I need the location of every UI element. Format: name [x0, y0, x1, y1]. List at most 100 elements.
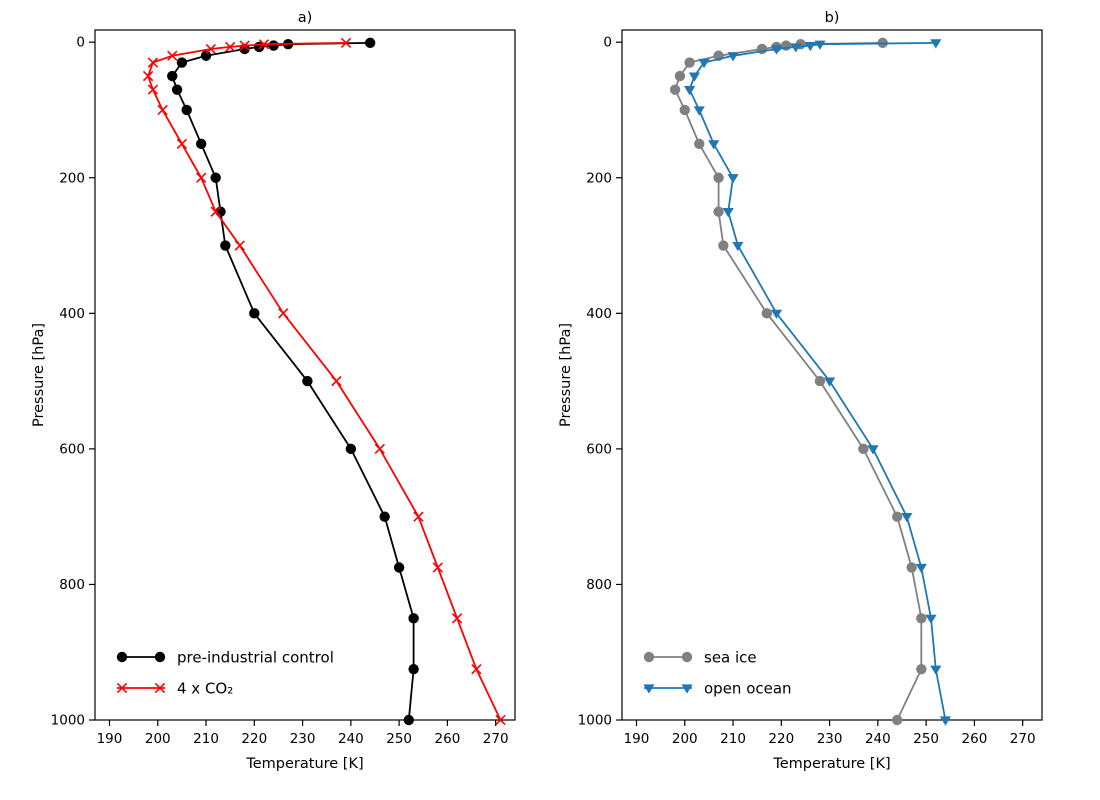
marker-sea-ice	[906, 562, 917, 573]
x-tick-label: 230	[290, 731, 316, 747]
marker-sea-ice	[679, 104, 690, 116]
marker-sea-ice	[718, 240, 729, 251]
marker-open-ocean	[683, 86, 696, 96]
marker-sea-ice	[916, 663, 927, 675]
marker-open-ocean	[925, 614, 937, 624]
y-tick-label: 400	[59, 306, 85, 322]
legend-item-pre-industrial-control: pre-industrial control	[116, 649, 334, 667]
y-tick-label: 400	[586, 306, 612, 322]
legend-item-4-x-co: 4 x CO₂	[116, 680, 233, 698]
marker-pre-industrial-control	[176, 57, 188, 68]
marker-open-ocean	[732, 241, 744, 252]
legend-marker	[116, 682, 128, 694]
y-tick-label: 200	[586, 170, 612, 186]
marker-pre-industrial-control	[249, 308, 260, 319]
x-tick-label: 190	[624, 731, 650, 747]
marker-open-ocean	[698, 58, 710, 69]
marker-open-ocean	[915, 563, 927, 574]
series-line-pre-industrial-control	[171, 42, 415, 721]
marker-4-x-co	[157, 104, 168, 116]
marker-4-x-co	[413, 511, 424, 522]
marker-4-x-co	[205, 43, 217, 55]
marker-pre-industrial-control	[181, 104, 192, 116]
marker-pre-industrial-control	[302, 375, 313, 387]
x-tick-label: 270	[1010, 731, 1036, 747]
marker-4-x-co	[340, 37, 352, 49]
marker-4-x-co	[234, 240, 245, 251]
marker-open-ocean	[939, 716, 952, 726]
marker-pre-industrial-control	[210, 172, 221, 183]
marker-open-ocean	[693, 106, 705, 116]
legend-marker	[154, 651, 166, 663]
x-tick-label: 240	[865, 731, 891, 747]
marker-4-x-co	[167, 50, 178, 61]
marker-pre-industrial-control	[345, 443, 357, 455]
marker-4-x-co	[147, 57, 159, 68]
panel-title: b)	[825, 10, 840, 26]
y-axis-label: Pressure [hPa]	[558, 323, 574, 427]
y-tick-label: 800	[59, 577, 85, 593]
y-tick-label: 600	[586, 441, 612, 457]
x-tick-label: 210	[193, 731, 219, 747]
series-line-sea-ice	[674, 42, 923, 721]
marker-open-ocean	[790, 43, 802, 53]
legend-label: open ocean	[704, 680, 792, 698]
marker-pre-industrial-control	[268, 40, 279, 51]
x-tick-label: 200	[672, 731, 698, 747]
marker-4-x-co	[196, 172, 207, 183]
marker-4-x-co	[147, 84, 159, 95]
marker-pre-industrial-control	[196, 138, 207, 150]
marker-sea-ice	[713, 206, 724, 217]
x-tick-label: 220	[241, 731, 267, 747]
marker-4-x-co	[278, 308, 289, 319]
marker-sea-ice	[761, 308, 773, 319]
y-tick-label: 200	[59, 170, 85, 186]
marker-4-x-co	[471, 663, 482, 675]
series-line-open-ocean	[688, 42, 947, 721]
marker-sea-ice	[674, 70, 686, 82]
marker-open-ocean	[901, 513, 913, 523]
legend-label: pre-industrial control	[177, 649, 334, 667]
marker-pre-industrial-control	[200, 50, 212, 61]
axes-box	[621, 29, 1043, 721]
marker-open-ocean	[930, 665, 942, 675]
marker-open-ocean	[867, 445, 879, 455]
y-tick-label: 1000	[51, 713, 85, 729]
marker-open-ocean	[804, 41, 816, 52]
x-tick-label: 230	[817, 731, 843, 747]
marker-pre-industrial-control	[403, 714, 414, 726]
axes-box	[94, 29, 516, 721]
marker-4-x-co	[176, 138, 188, 150]
legend-label: 4 x CO₂	[177, 680, 233, 698]
marker-4-x-co	[239, 40, 250, 51]
legend-marker	[681, 651, 693, 663]
legend-marker	[154, 682, 166, 694]
legend-marker	[681, 684, 693, 694]
marker-pre-industrial-control	[408, 663, 419, 675]
y-tick-label: 0	[76, 35, 85, 51]
marker-sea-ice	[891, 714, 903, 726]
legend-marker	[116, 651, 128, 663]
marker-open-ocean	[722, 208, 734, 218]
legend-label: sea ice	[704, 649, 757, 667]
marker-pre-industrial-control	[171, 84, 183, 95]
legend-marker	[643, 651, 655, 663]
x-tick-label: 260	[962, 731, 988, 747]
marker-pre-industrial-control	[364, 37, 376, 49]
marker-open-ocean	[708, 140, 720, 150]
marker-sea-ice	[891, 511, 903, 522]
marker-4-x-co	[225, 41, 236, 53]
marker-open-ocean	[930, 39, 942, 49]
marker-pre-industrial-control	[408, 613, 419, 624]
marker-4-x-co	[495, 714, 506, 726]
x-tick-label: 250	[913, 731, 939, 747]
marker-sea-ice	[713, 172, 724, 183]
panel-a: 190 200 210 220 230 240 250 260 270 0 200 400 600 800…	[31, 10, 516, 772]
marker-pre-industrial-control	[379, 511, 390, 522]
marker-open-ocean	[770, 309, 783, 319]
marker-4-x-co	[451, 613, 463, 624]
x-tick-label: 250	[386, 731, 412, 747]
marker-open-ocean	[688, 72, 701, 82]
